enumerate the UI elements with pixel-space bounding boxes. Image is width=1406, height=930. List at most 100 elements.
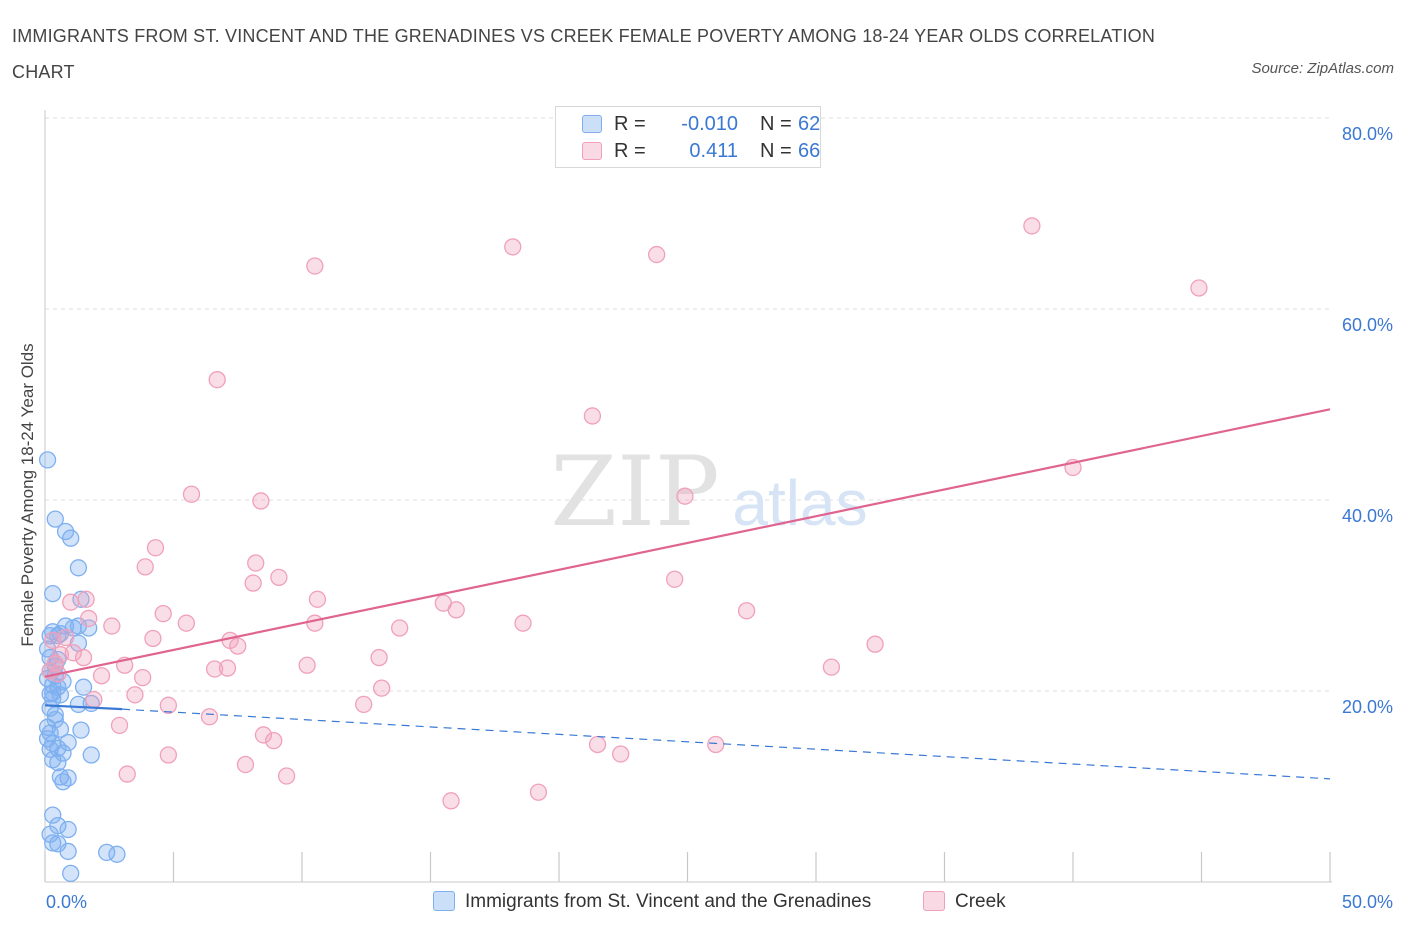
creek-point xyxy=(146,539,165,557)
immigrants-trend-solid xyxy=(44,704,123,711)
creek-point xyxy=(514,614,532,632)
creek-point xyxy=(74,648,93,667)
creek-point xyxy=(612,745,630,763)
creek-point xyxy=(265,732,283,750)
immigrants-point xyxy=(62,529,80,547)
r-value: -0.010 xyxy=(681,113,738,135)
grid-lines xyxy=(45,117,1330,692)
creek-point xyxy=(737,602,756,620)
n-value: 66 xyxy=(798,140,821,162)
creek-swatch xyxy=(582,142,602,160)
watermark-zip: ZIP xyxy=(550,436,719,548)
creek-point xyxy=(866,635,884,653)
creek-point xyxy=(370,648,388,667)
creek-point xyxy=(134,668,152,687)
creek-trend-line xyxy=(44,408,1331,678)
creek-point xyxy=(504,238,522,256)
creek-point xyxy=(447,601,465,619)
immigrants-point xyxy=(62,864,80,883)
creek-point xyxy=(270,568,288,587)
creek-point xyxy=(247,554,265,572)
creek-point xyxy=(154,604,172,623)
immigrants-point xyxy=(74,678,93,696)
creek-point xyxy=(118,765,136,783)
immigrants-point xyxy=(108,845,126,863)
immigrants-point xyxy=(59,820,77,839)
creek-point xyxy=(254,726,273,744)
immigrants-trend-dashed xyxy=(122,708,1331,780)
creek-point xyxy=(355,695,373,714)
r-label: R = xyxy=(614,113,646,135)
r-value: 0.411 xyxy=(689,140,738,162)
immigrants-point xyxy=(72,721,90,739)
immigrants-point xyxy=(59,842,77,861)
immigrants-point xyxy=(54,773,72,791)
creek-point xyxy=(92,667,111,685)
creek-point xyxy=(373,679,391,697)
immigrants-point xyxy=(82,746,100,764)
legend-label-creek: Creek xyxy=(955,891,1006,912)
creek-point xyxy=(208,371,226,389)
creek-point xyxy=(308,590,327,608)
chart-title: IMMIGRANTS FROM ST. VINCENT AND THE GREN… xyxy=(12,26,1156,82)
creek-point xyxy=(391,619,409,637)
creek-point xyxy=(648,245,666,264)
creek-point xyxy=(51,646,70,664)
stats-legend: R = -0.010 N = 62 R = 0.411 N = 66 xyxy=(555,106,821,168)
creek-point xyxy=(277,767,296,785)
creek-point xyxy=(822,658,841,676)
creek-point xyxy=(205,660,224,678)
creek-point xyxy=(46,654,64,672)
creek-point xyxy=(159,746,178,764)
n-value: 62 xyxy=(798,113,821,135)
immigrants-point xyxy=(46,711,64,729)
immigrants-point xyxy=(44,751,62,769)
x-tick-label: 0.0% xyxy=(46,892,87,912)
creek-point xyxy=(529,783,548,801)
creek-point xyxy=(229,637,247,655)
creek-point xyxy=(298,656,316,674)
immigrants-legend-swatch xyxy=(433,891,455,911)
immigrants-swatch xyxy=(582,115,602,133)
creek-point xyxy=(62,593,80,611)
creek-point xyxy=(1023,217,1041,235)
creek-point xyxy=(44,631,62,650)
immigrants-point xyxy=(69,559,88,577)
immigrants-point xyxy=(38,451,57,469)
creek-point xyxy=(85,690,103,709)
creek-point xyxy=(103,617,121,635)
r-label: R = xyxy=(614,140,646,162)
immigrants-point xyxy=(46,510,64,528)
legend-label-immigrants: Immigrants from St. Vincent and the Gren… xyxy=(465,891,872,912)
immigrants-point xyxy=(69,695,88,714)
creek-legend-swatch xyxy=(923,891,945,911)
creek-point xyxy=(306,614,324,632)
creek-point xyxy=(136,558,154,576)
n-label: N = xyxy=(760,140,792,162)
creek-point xyxy=(236,755,255,774)
creek-point xyxy=(159,696,178,714)
creek-point xyxy=(64,644,82,662)
creek-point xyxy=(110,716,129,735)
watermark-atlas: atlas xyxy=(732,467,867,539)
creek-point xyxy=(182,485,201,503)
immigrants-point xyxy=(49,753,67,772)
creek-point xyxy=(56,628,75,647)
y-axis-title: Female Poverty Among 18-24 Year Olds xyxy=(18,343,37,647)
immigrants-point xyxy=(54,744,72,762)
immigrants-point xyxy=(72,590,90,608)
creek-point xyxy=(80,609,98,628)
immigrants-point xyxy=(44,689,62,708)
immigrants-point xyxy=(44,584,62,603)
creek-point xyxy=(177,614,196,632)
creek-point xyxy=(707,735,725,754)
axes xyxy=(44,110,1332,883)
creek-point xyxy=(244,574,262,592)
creek-point xyxy=(1190,279,1208,297)
creek-point xyxy=(442,792,460,810)
watermark: ZIP atlas xyxy=(550,436,867,548)
creek-point xyxy=(77,590,95,608)
creek-point xyxy=(252,492,270,510)
n-label: N = xyxy=(760,113,792,135)
